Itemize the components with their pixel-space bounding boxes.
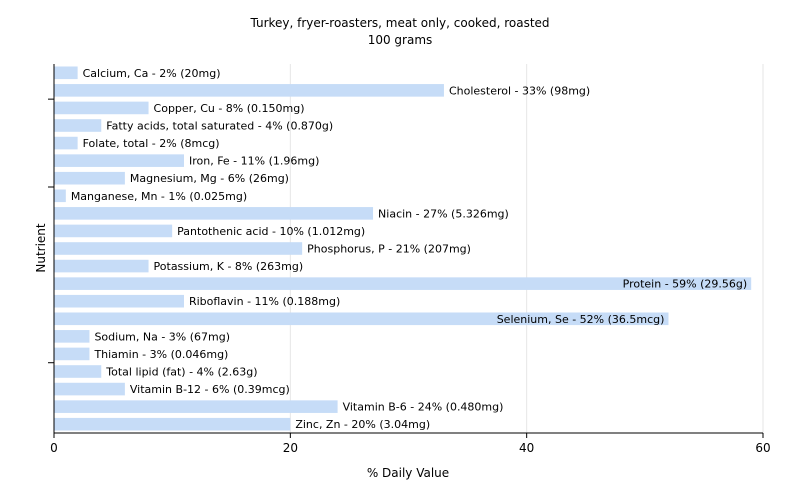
bar-8 (54, 207, 374, 220)
bar-5 (54, 154, 184, 167)
bar-label-15: Sodium, Na - 3% (67mg) (94, 330, 230, 343)
bar-label-19: Vitamin B-6 - 24% (0.480mg) (343, 401, 504, 414)
chart-subtitle: 100 grams (368, 33, 433, 47)
chart-title: Turkey, fryer-roasters, meat only, cooke… (249, 16, 549, 30)
ticks-layer: 0 20 40 60 (50, 433, 771, 455)
bar-19 (54, 400, 338, 413)
bar-label-0: Calcium, Ca - 2% (20mg) (83, 67, 221, 80)
bar-label-7: Manganese, Mn - 1% (0.025mg) (71, 190, 247, 203)
x-axis-label: % Daily Value (367, 466, 449, 480)
bar-18 (54, 382, 125, 396)
bar-label-8: Niacin - 27% (5.326mg) (378, 207, 509, 220)
bar-1 (54, 84, 444, 97)
bar-label-17: Total lipid (fat) - 4% (2.63g) (105, 366, 257, 379)
bar-4 (54, 136, 78, 150)
bar-label-18: Vitamin B-12 - 6% (0.39mcg) (130, 383, 290, 396)
x-tick-label-0: 0 (50, 441, 58, 455)
bar-15 (54, 330, 90, 343)
x-tick-label-1: 20 (283, 441, 298, 455)
bar-17 (54, 365, 102, 378)
y-axis-label: Nutrient (34, 223, 48, 273)
bar-13 (54, 294, 184, 308)
bar-label-20: Zinc, Zn - 20% (3.04mg) (295, 418, 430, 431)
bar-label-4: Folate, total - 2% (8mcg) (83, 137, 220, 150)
bar-16 (54, 347, 90, 361)
bar-label-3: Fatty acids, total saturated - 4% (0.870… (106, 120, 333, 133)
bar-label-6: Magnesium, Mg - 6% (26mg) (130, 172, 289, 185)
bar-label-11: Potassium, K - 8% (263mg) (154, 260, 304, 273)
bar-3 (54, 119, 102, 132)
bar-0 (54, 66, 78, 80)
axes-layer (48, 64, 763, 438)
bar-label-9: Pantothenic acid - 10% (1.012mg) (177, 225, 365, 238)
bar-9 (54, 224, 173, 238)
bars-layer: Calcium, Ca - 2% (20mg) Cholesterol - 33%… (54, 66, 752, 431)
bar-label-10: Phosphorus, P - 21% (207mg) (307, 243, 471, 256)
bar-20 (54, 417, 291, 431)
bar-2 (54, 101, 149, 115)
bar-6 (54, 171, 125, 185)
bar-7 (54, 189, 66, 203)
bar-label-2: Copper, Cu - 8% (0.150mg) (154, 102, 305, 115)
x-tick-label-3: 60 (755, 441, 770, 455)
bar-10 (54, 242, 303, 255)
x-tick-label-2: 40 (519, 441, 534, 455)
bar-label-16: Thiamin - 3% (0.046mg) (93, 348, 228, 361)
bar-label-12: Protein - 59% (29.56g) (623, 278, 748, 291)
bar-14 (54, 312, 669, 326)
bar-label-1: Cholesterol - 33% (98mg) (449, 84, 590, 97)
bar-label-14: Selenium, Se - 52% (36.5mcg) (497, 313, 665, 326)
bar-11 (54, 259, 149, 273)
bar-12 (54, 277, 752, 290)
bar-label-5: Iron, Fe - 11% (1.96mg) (189, 155, 319, 168)
bar-label-13: Riboflavin - 11% (0.188mg) (189, 295, 340, 308)
